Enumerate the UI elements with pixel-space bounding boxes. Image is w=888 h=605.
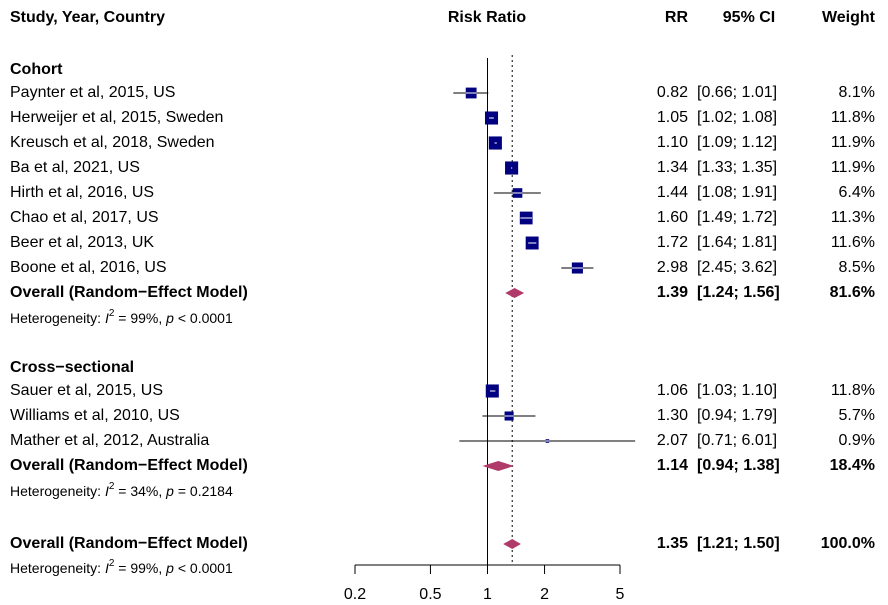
weight-label: 11.8%	[831, 109, 875, 126]
het-stat: I	[105, 310, 109, 326]
column-header: Study, Year, Country	[10, 9, 165, 26]
summary-diamond	[503, 539, 521, 549]
rr-label: 1.60	[657, 209, 688, 226]
column-header: RR	[665, 9, 689, 26]
het-power: 2	[109, 481, 115, 492]
het-text: < 0.0001	[174, 310, 233, 326]
ci-label: [1.03; 1.10]	[697, 382, 777, 399]
weight-label: 8.1%	[839, 84, 875, 101]
ci-label: [1.24; 1.56]	[697, 284, 780, 301]
rr-label: 1.39	[657, 284, 688, 301]
rr-label: 1.44	[657, 184, 688, 201]
x-tick-label: 0.2	[344, 586, 366, 603]
study-label: Hirth et al, 2016, US	[10, 184, 154, 201]
overall-label: Overall (Random−Effect Model)	[10, 535, 248, 552]
weight-label: 0.9%	[839, 432, 875, 449]
rr-label: 1.10	[657, 134, 688, 151]
weight-label: 11.9%	[831, 159, 875, 176]
summary-diamond	[482, 461, 515, 471]
rr-label: 1.72	[657, 234, 688, 251]
het-text: Heterogeneity:	[10, 310, 105, 326]
column-header: Risk Ratio	[448, 9, 526, 26]
rr-label: 1.35	[657, 535, 688, 552]
ci-label: [1.49; 1.72]	[697, 209, 777, 226]
overall-label: Overall (Random−Effect Model)	[10, 457, 248, 474]
rr-label: 1.34	[657, 159, 688, 176]
study-label: Chao et al, 2017, US	[10, 209, 159, 226]
weight-label: 6.4%	[839, 184, 875, 201]
het-text: = 99%,	[114, 560, 166, 576]
plot-area	[354, 55, 636, 574]
ci-label: [1.21; 1.50]	[697, 535, 780, 552]
study-label: Sauer et al, 2015, US	[10, 382, 163, 399]
group-label: Cross−sectional	[10, 359, 134, 376]
ci-label: [1.33; 1.35]	[697, 159, 777, 176]
weight-label: 11.3%	[831, 209, 875, 226]
study-label: Kreusch et al, 2018, Sweden	[10, 134, 215, 151]
rr-label: 1.06	[657, 382, 688, 399]
x-tick-label: 0.5	[419, 586, 441, 603]
weight-label: 81.6%	[830, 284, 875, 301]
summary-diamond	[505, 288, 525, 298]
het-text: < 0.0001	[174, 560, 233, 576]
ci-label: [1.08; 1.91]	[697, 184, 777, 201]
rr-label: 0.82	[657, 84, 688, 101]
study-label: Ba et al, 2021, US	[10, 159, 140, 176]
ci-label: [0.66; 1.01]	[697, 84, 777, 101]
ci-label: [1.02; 1.08]	[697, 109, 777, 126]
ci-label: [1.09; 1.12]	[697, 134, 777, 151]
study-label: Mather et al, 2012, Australia	[10, 432, 209, 449]
column-header: 95% CI	[723, 9, 775, 26]
rr-label: 1.30	[657, 407, 688, 424]
x-tick-label: 1	[483, 586, 492, 603]
het-stat: I	[105, 560, 109, 576]
group-label: Cohort	[10, 61, 63, 78]
weight-label: 5.7%	[839, 407, 875, 424]
weight-label: 100.0%	[821, 535, 875, 552]
het-text: = 34%,	[114, 483, 166, 499]
ci-label: [0.94; 1.79]	[697, 407, 777, 424]
study-label: Boone et al, 2016, US	[10, 259, 167, 276]
het-text: = 99%,	[114, 310, 166, 326]
het-stat: I	[105, 483, 109, 499]
weight-label: 8.5%	[839, 259, 875, 276]
het-p: p	[165, 310, 174, 326]
ci-label: [0.71; 6.01]	[697, 432, 777, 449]
heterogeneity: Heterogeneity: I2 = 34%, p = 0.2184	[10, 481, 233, 499]
ci-label: [2.45; 3.62]	[697, 259, 777, 276]
rr-label: 2.07	[657, 432, 688, 449]
rr-label: 1.05	[657, 109, 688, 126]
rr-label: 1.14	[657, 457, 688, 474]
study-label: Herweijer et al, 2015, Sweden	[10, 109, 223, 126]
het-p: p	[165, 560, 174, 576]
het-power: 2	[109, 558, 115, 569]
weight-label: 11.8%	[831, 382, 875, 399]
het-text: Heterogeneity:	[10, 560, 105, 576]
weight-label: 18.4%	[830, 457, 875, 474]
heterogeneity: Heterogeneity: I2 = 99%, p < 0.0001	[10, 558, 233, 576]
ci-label: [1.64; 1.81]	[697, 234, 777, 251]
study-label: Williams et al, 2010, US	[10, 407, 180, 424]
het-text: Heterogeneity:	[10, 483, 105, 499]
het-power: 2	[109, 308, 115, 319]
x-tick-label: 5	[616, 586, 625, 603]
x-tick-label: 2	[540, 586, 549, 603]
heterogeneity: Heterogeneity: I2 = 99%, p < 0.0001	[10, 308, 233, 326]
study-label: Beer et al, 2013, UK	[10, 234, 154, 251]
weight-label: 11.6%	[831, 234, 875, 251]
overall-label: Overall (Random−Effect Model)	[10, 284, 248, 301]
ci-label: [0.94; 1.38]	[697, 457, 780, 474]
het-text: = 0.2184	[174, 483, 233, 499]
study-label: Paynter et al, 2015, US	[10, 84, 175, 101]
rr-label: 2.98	[657, 259, 688, 276]
weight-label: 11.9%	[831, 134, 875, 151]
het-p: p	[165, 483, 174, 499]
column-header: Weight	[822, 9, 876, 26]
